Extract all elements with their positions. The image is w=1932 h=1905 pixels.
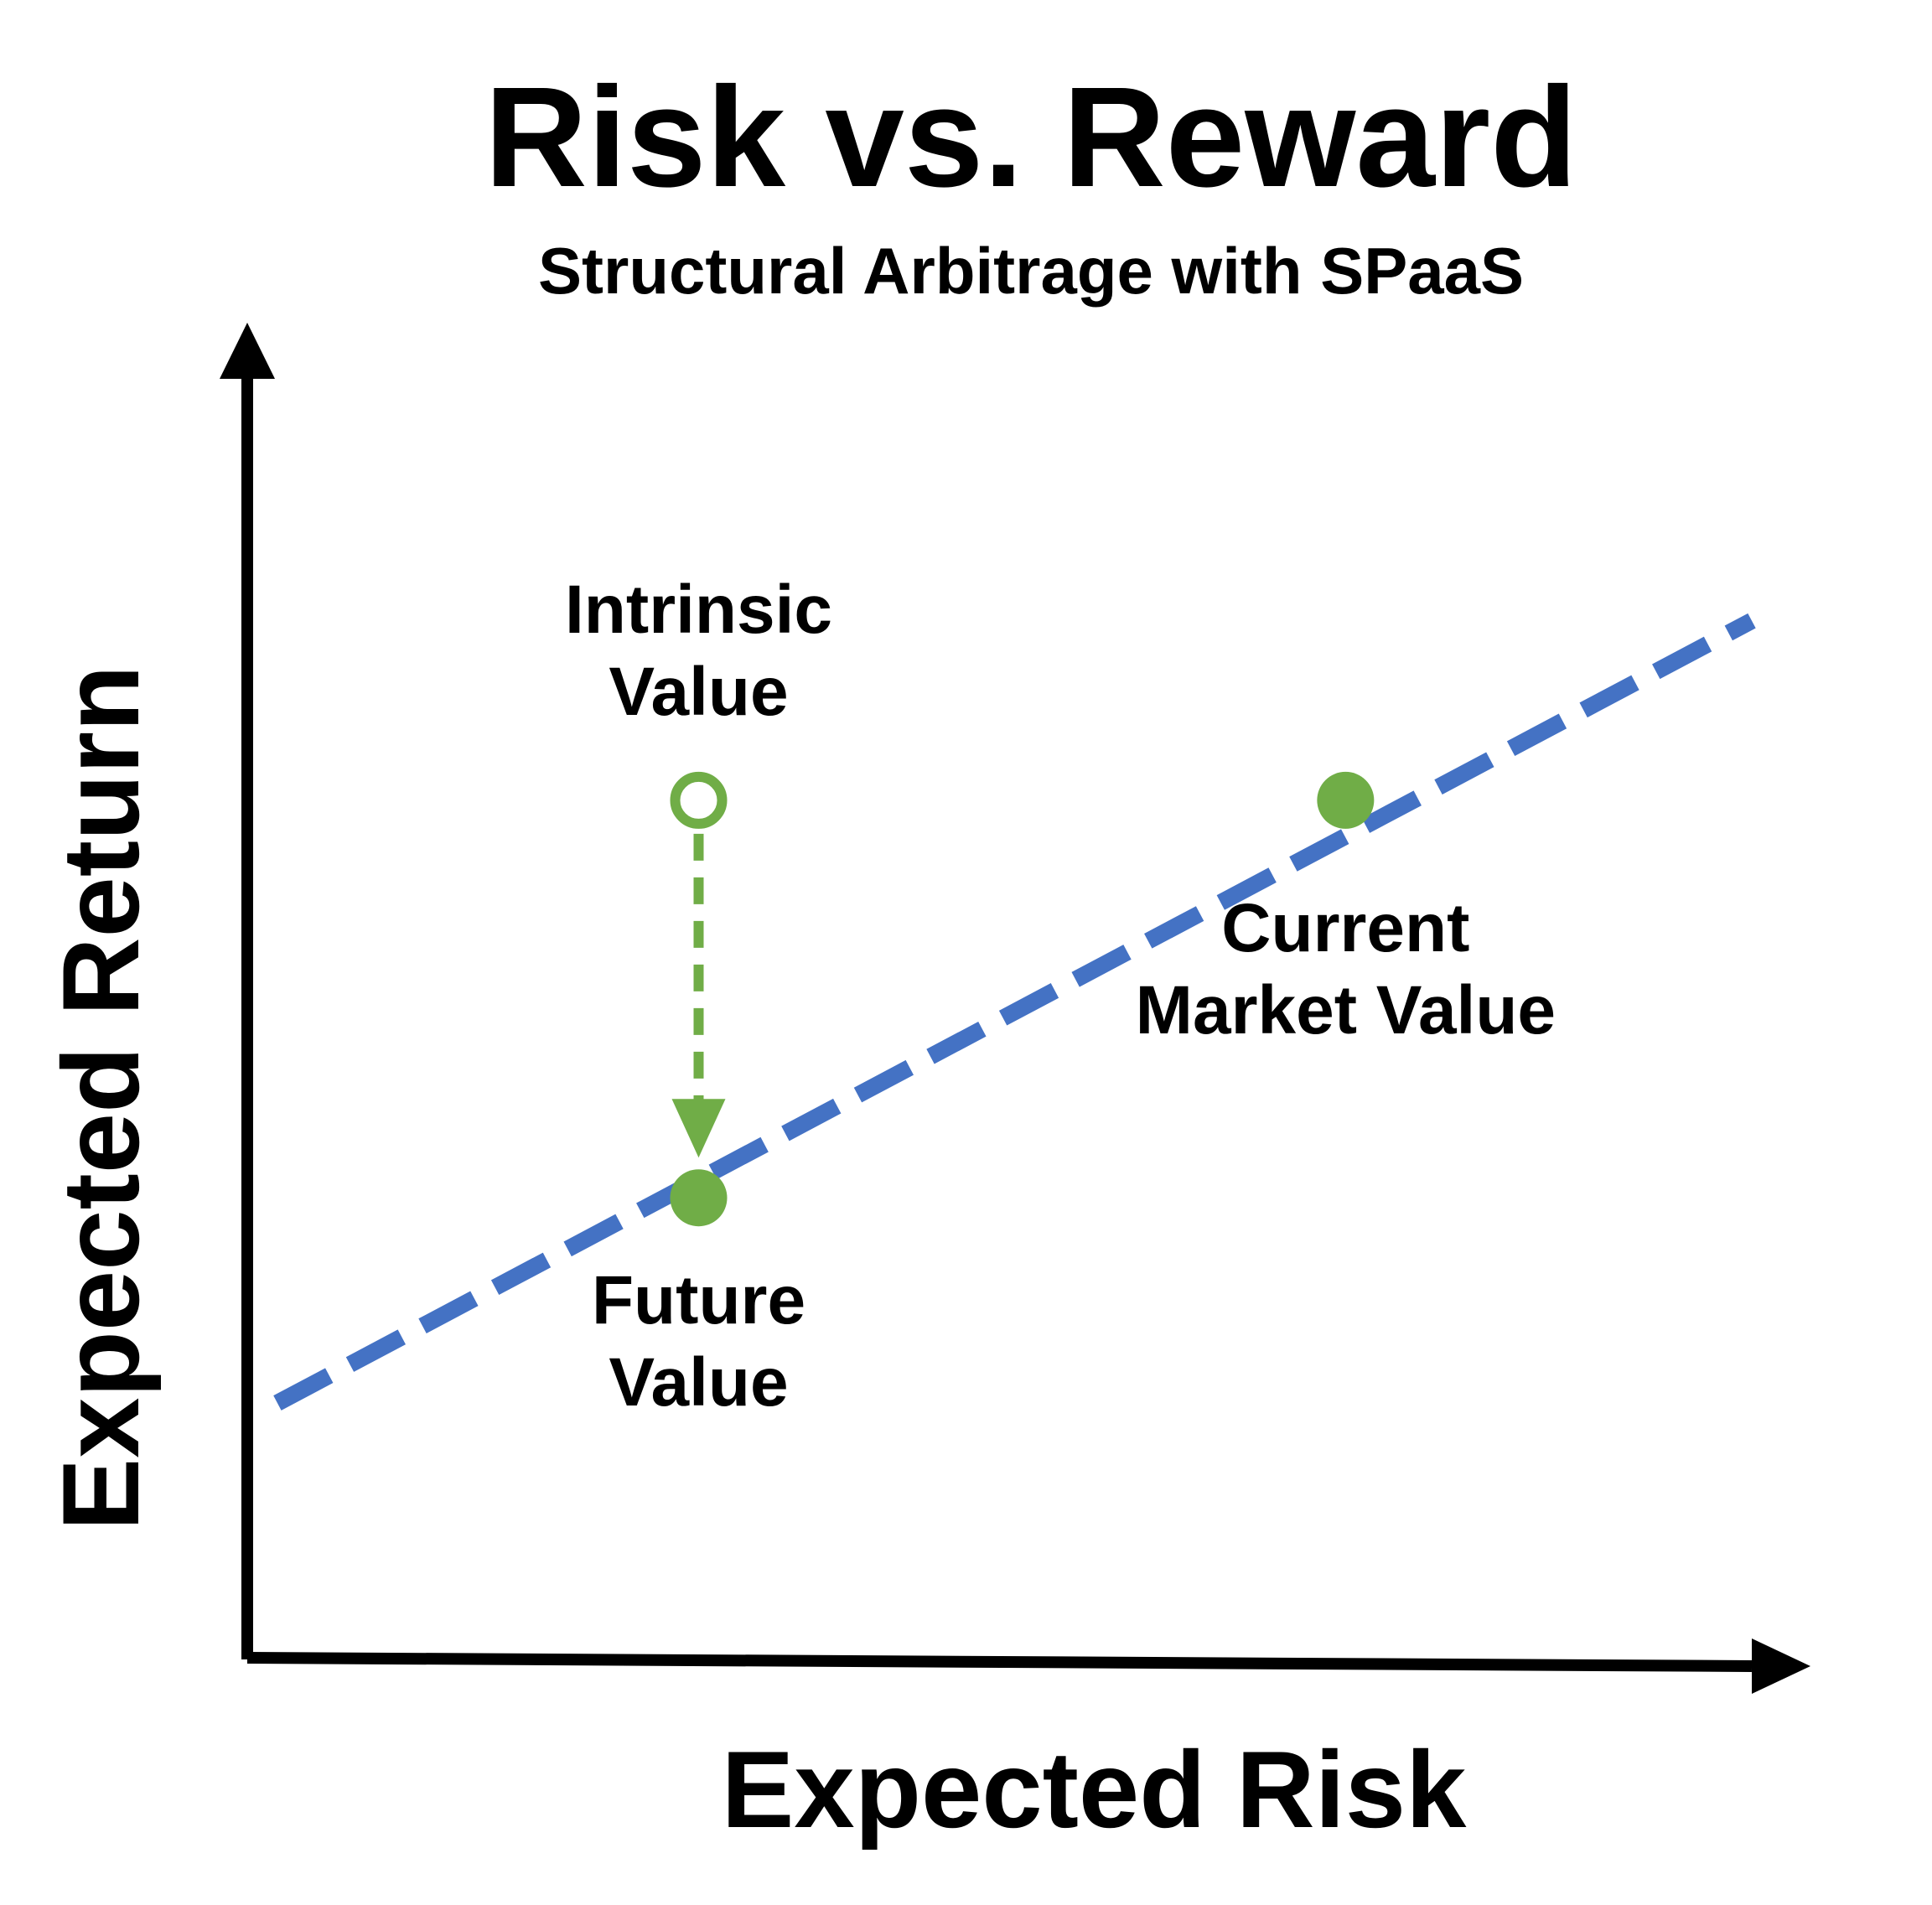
chart-title: Risk vs. Reward — [484, 58, 1577, 217]
value-shift-arrowhead — [671, 1099, 726, 1158]
data-point — [670, 1169, 728, 1227]
trend-line — [273, 613, 1756, 1411]
point-label: Current Market Value — [1136, 890, 1556, 1048]
data-point-open — [670, 771, 728, 829]
x-axis-line — [246, 1652, 1753, 1672]
point-label: Future Value — [592, 1262, 805, 1421]
y-axis-arrowhead — [220, 323, 275, 379]
chart-subtitle: Structural Arbitrage with SPaaS — [538, 234, 1524, 308]
x-axis-arrowhead — [1752, 1638, 1810, 1694]
point-label: Intrinsic Value — [565, 572, 832, 730]
axes — [220, 323, 1810, 1694]
x-axis-label: Expected Risk — [722, 1728, 1467, 1851]
y-axis-label: Expected Return — [39, 665, 162, 1530]
data-point — [1317, 771, 1375, 829]
